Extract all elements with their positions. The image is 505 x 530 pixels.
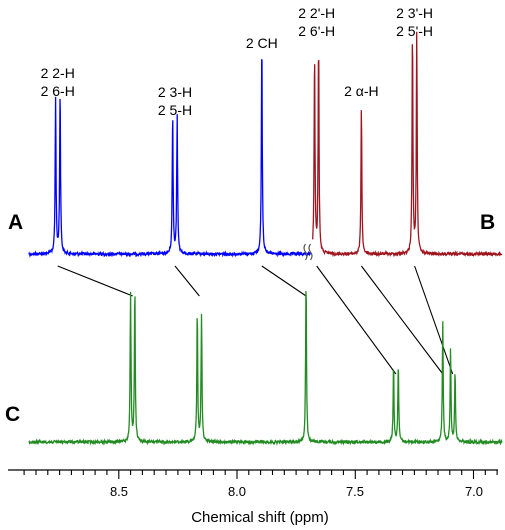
correlation-line	[174, 265, 200, 297]
correlation-line	[316, 265, 397, 375]
x-tick-label: 8.5	[110, 484, 128, 499]
peak-labels: 2 2-H 2 6-H 2 3-H 2 5-H 2 CH 2 2'-H 2 6'-H 2 α-…	[41, 5, 433, 118]
x-axis	[8, 469, 498, 479]
correlation-line	[414, 265, 454, 375]
peak-assignment-line: 2 2-H	[41, 65, 75, 81]
correlation-line	[360, 265, 444, 375]
peak-assignment-line: 2 5-H	[158, 102, 192, 118]
panel-label-c: C	[5, 403, 20, 426]
correlation-line	[261, 265, 307, 297]
peak-assignment-label: 2 3'-H 2 5'-H	[396, 5, 433, 39]
axis-break-marker	[303, 243, 313, 261]
peak-assignment-line: 2 3-H	[158, 84, 192, 100]
panel-label-a: A	[8, 211, 23, 234]
axis-break-line	[303, 243, 308, 261]
x-tick-label: 7.5	[346, 484, 364, 499]
peak-assignment-line: 2 CH	[246, 35, 278, 51]
correlation-line	[57, 265, 133, 297]
peak-assignment-line: 2 α-H	[344, 83, 379, 99]
peak-assignment-label: 2 CH	[246, 35, 278, 51]
x-axis-title: Chemical shift (ppm)	[191, 509, 329, 526]
spectrum-c-trace	[28, 291, 503, 446]
peak-assignment-line: 2 2'-H	[298, 5, 335, 21]
spectrum-a-trace	[28, 59, 311, 258]
peak-assignment-line: 2 6'-H	[298, 23, 335, 39]
peak-assignment-line: 2 6-H	[41, 83, 75, 99]
spectra-traces	[28, 31, 503, 446]
correlation-lines	[57, 265, 454, 375]
peak-assignment-label: 2 α-H	[344, 83, 379, 99]
peak-assignment-label: 2 2-H 2 6-H	[41, 65, 75, 99]
axis-break-line	[308, 243, 313, 261]
peak-assignment-line: 2 5'-H	[396, 23, 433, 39]
x-tick-label: 8.0	[228, 484, 246, 499]
peak-assignment-label: 2 3-H 2 5-H	[158, 84, 192, 118]
spectrum-b-trace	[312, 31, 503, 258]
x-tick-label: 7.0	[465, 484, 483, 499]
peak-assignment-line: 2 3'-H	[396, 5, 433, 21]
panel-label-b: B	[480, 211, 495, 234]
peak-assignment-label: 2 2'-H 2 6'-H	[298, 5, 335, 39]
